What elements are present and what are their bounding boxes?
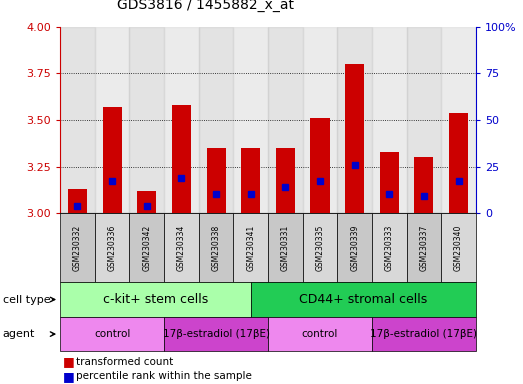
Text: control: control xyxy=(94,329,130,339)
Bar xyxy=(137,191,156,213)
Text: GSM230331: GSM230331 xyxy=(281,225,290,271)
Text: agent: agent xyxy=(3,329,35,339)
Bar xyxy=(172,105,191,213)
Bar xyxy=(207,148,225,213)
Text: ■: ■ xyxy=(63,355,74,368)
Bar xyxy=(241,148,260,213)
Bar xyxy=(303,27,337,213)
Text: GSM230341: GSM230341 xyxy=(246,225,255,271)
Bar xyxy=(311,118,329,213)
Text: GSM230335: GSM230335 xyxy=(315,225,324,271)
Bar xyxy=(380,152,399,213)
Text: GSM230340: GSM230340 xyxy=(454,225,463,271)
Bar xyxy=(276,148,295,213)
Bar xyxy=(68,189,87,213)
Text: ■: ■ xyxy=(63,370,74,383)
Text: GSM230336: GSM230336 xyxy=(108,225,117,271)
Text: GSM230333: GSM230333 xyxy=(385,225,394,271)
Text: GSM230338: GSM230338 xyxy=(212,225,221,271)
Text: control: control xyxy=(302,329,338,339)
Bar xyxy=(449,113,468,213)
Bar xyxy=(233,27,268,213)
Text: c-kit+ stem cells: c-kit+ stem cells xyxy=(103,293,208,306)
Text: GSM230342: GSM230342 xyxy=(142,225,151,271)
Text: GSM230337: GSM230337 xyxy=(419,225,428,271)
Bar xyxy=(337,27,372,213)
Text: CD44+ stromal cells: CD44+ stromal cells xyxy=(299,293,427,306)
Bar xyxy=(372,27,407,213)
Bar xyxy=(407,27,441,213)
Bar xyxy=(441,27,476,213)
Text: transformed count: transformed count xyxy=(76,357,173,367)
Text: 17β-estradiol (17βE): 17β-estradiol (17βE) xyxy=(163,329,269,339)
Bar xyxy=(95,27,129,213)
Bar xyxy=(268,27,303,213)
Bar xyxy=(199,27,233,213)
Bar xyxy=(129,27,164,213)
Text: 17β-estradiol (17βE): 17β-estradiol (17βE) xyxy=(370,329,477,339)
Text: GSM230334: GSM230334 xyxy=(177,225,186,271)
Bar xyxy=(103,107,122,213)
Bar xyxy=(60,27,95,213)
Bar xyxy=(414,157,434,213)
Text: GDS3816 / 1455882_x_at: GDS3816 / 1455882_x_at xyxy=(117,0,294,12)
Bar xyxy=(164,27,199,213)
Text: cell type: cell type xyxy=(3,295,50,305)
Text: percentile rank within the sample: percentile rank within the sample xyxy=(76,371,252,381)
Bar xyxy=(345,64,364,213)
Text: GSM230332: GSM230332 xyxy=(73,225,82,271)
Text: GSM230339: GSM230339 xyxy=(350,225,359,271)
